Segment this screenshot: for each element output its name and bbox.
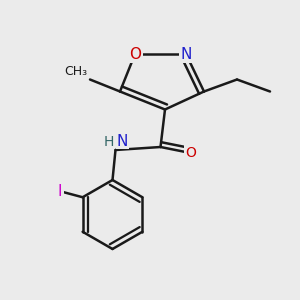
Text: O: O — [129, 46, 141, 62]
Text: N: N — [117, 134, 128, 148]
Text: O: O — [185, 146, 196, 160]
Text: N: N — [180, 46, 192, 62]
Text: CH₃: CH₃ — [64, 65, 87, 78]
Text: I: I — [58, 184, 62, 199]
Text: H: H — [103, 134, 114, 148]
